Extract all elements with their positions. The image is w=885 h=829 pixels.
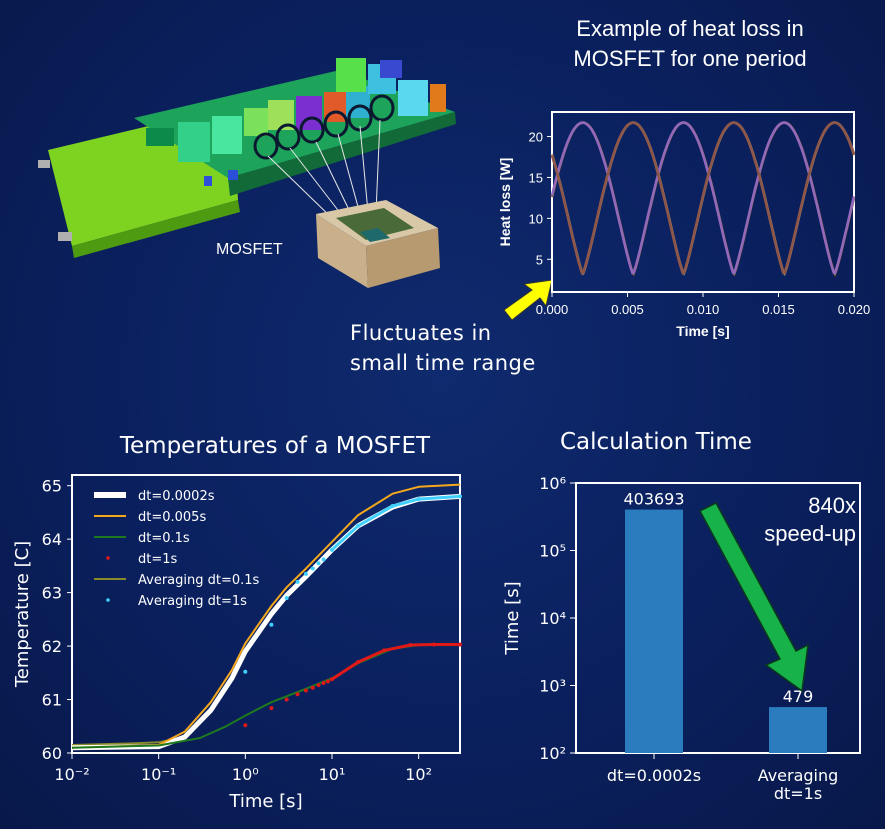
bar-0 (625, 509, 683, 753)
y-tick-label: 60 (42, 744, 62, 763)
x-axis-label: Time [s] (228, 791, 302, 812)
y-tick-label: 10⁴ (539, 609, 566, 628)
y-tick-label: 10 (529, 211, 543, 226)
temp-series-5-point (310, 566, 315, 571)
x-tick-label: 10⁻¹ (141, 765, 176, 784)
x-tick-label: 0.020 (838, 302, 871, 317)
temp-series-3-point (316, 683, 321, 688)
speedup-arrow (698, 502, 809, 693)
temp-series-3-point (295, 692, 300, 697)
temp-series-3-point (284, 697, 289, 702)
highlight-arrow (503, 279, 553, 321)
fluctuates-note: Fluctuates in small time range (350, 318, 536, 378)
y-tick-label: 5 (536, 252, 543, 267)
pcb-edge (228, 112, 456, 196)
y-tick-label: 10² (539, 744, 566, 763)
y-tick-label: 10³ (539, 677, 566, 696)
x-tick-label: 10¹ (319, 765, 346, 784)
y-axis-label: Time [s] (502, 581, 523, 655)
heat-loss-series-4 (550, 121, 856, 275)
legend-label-5: Averaging dt=1s (138, 594, 247, 609)
heat-loss-series-5 (550, 121, 856, 276)
temperature-chart: 60 61 62 63 64 65 10⁻² 10⁻¹ 10⁰ 10¹ 10² Time [s] Tem… (12, 474, 462, 812)
mosfet-die-area (336, 208, 414, 240)
category-label-1: dt=1s (774, 784, 822, 803)
legend-label-1: dt=0.005s (138, 510, 206, 525)
plot-frame (71, 474, 461, 754)
temp-series-1 (71, 483, 461, 749)
temp-series-5-point (243, 669, 248, 674)
x-tick-label: 0.015 (762, 302, 795, 317)
legend-label-2: dt=0.1s (138, 531, 190, 546)
fluctuates-line2: small time range (350, 351, 536, 375)
temperature-chart-title: Temperatures of a MOSFET (119, 433, 431, 459)
fluctuates-line1: Fluctuates in (350, 321, 492, 345)
x-tick-label: 0.000 (536, 302, 569, 317)
calc-time-chart: 10² 10³ 10⁴ 10⁵ 10⁶ Time [s] 403693 dt=0.0002s 4… (502, 474, 861, 803)
y-tick-label: 62 (42, 637, 62, 656)
bar-1 (769, 707, 827, 753)
category-label-1: Averaging (758, 766, 839, 785)
temp-series-3-point (310, 685, 315, 690)
temp-series-5-point (284, 595, 289, 600)
legend-label-3: dt=1s (138, 552, 178, 567)
heatsink-side (72, 200, 240, 258)
mosfet-package-right (366, 228, 440, 288)
temp-series-5-point (321, 557, 326, 562)
heat-loss-chart: 5 10 15 20 0.000 0.005 0.010 0.015 0.020 Time [s]… (497, 111, 871, 339)
y-tick-label: 10⁵ (539, 542, 566, 561)
bar-value-label-0: 403693 (623, 490, 684, 509)
legend-label-0: dt=0.0002s (138, 489, 215, 504)
board-illustration (38, 58, 456, 288)
x-tick-label: 0.005 (611, 302, 644, 317)
leader-lines (267, 119, 381, 223)
temp-series-5-point (316, 561, 321, 566)
x-tick-label: 10⁰ (232, 765, 259, 784)
y-tick-label: 64 (42, 530, 62, 549)
category-label-0: dt=0.0002s (607, 766, 701, 785)
y-tick-label: 20 (529, 130, 543, 145)
x-tick-label: 10⁻² (54, 765, 89, 784)
x-axis-label: Time [s] (676, 323, 729, 339)
temp-series-3-dense (331, 643, 460, 681)
speedup-text: speed-up (764, 521, 856, 546)
calc-time-chart-title: Calculation Time (560, 429, 752, 455)
y-tick-label: 65 (42, 477, 62, 496)
x-tick-label: 10² (405, 765, 432, 784)
temp-series-3-point (326, 679, 331, 684)
x-tick-label: 0.010 (687, 302, 720, 317)
speedup-value: 840x (808, 493, 856, 518)
y-axis-label: Temperature [C] (12, 541, 33, 688)
heat-loss-title: Example of heat loss in MOSFET for one p… (520, 14, 860, 74)
temp-series-5-dense (330, 494, 461, 551)
temp-series-3-point (303, 688, 308, 693)
bar-value-label-1: 479 (783, 687, 814, 706)
y-tick-label: 61 (42, 691, 62, 710)
mosfet-label: MOSFET (216, 241, 283, 258)
temp-series-3-point (243, 723, 248, 728)
y-tick-label: 10⁶ (539, 474, 566, 493)
y-tick-label: 15 (529, 170, 543, 185)
temp-series-5-point (269, 622, 274, 627)
temp-series-3-point (269, 706, 274, 711)
temp-series-2 (71, 643, 461, 749)
mosfet-die (360, 228, 390, 242)
heat-loss-title-line2: MOSFET for one period (573, 46, 807, 71)
temp-series-3-point (321, 680, 326, 685)
heat-loss-title-line1: Example of heat loss in (576, 16, 804, 41)
legend-marker-5 (106, 598, 110, 602)
y-axis-label: Heat loss [W] (497, 158, 513, 247)
legend-label-4: Averaging dt=0.1s (138, 573, 260, 588)
temp-series-5-point (295, 579, 300, 584)
y-tick-label: 63 (42, 584, 62, 603)
mount-tab (58, 232, 72, 241)
mount-tab (38, 160, 50, 168)
mosfet-package-left (316, 214, 368, 288)
legend-marker-3 (106, 556, 110, 560)
temp-series-0 (71, 493, 461, 751)
temp-series-5-point (303, 571, 308, 576)
